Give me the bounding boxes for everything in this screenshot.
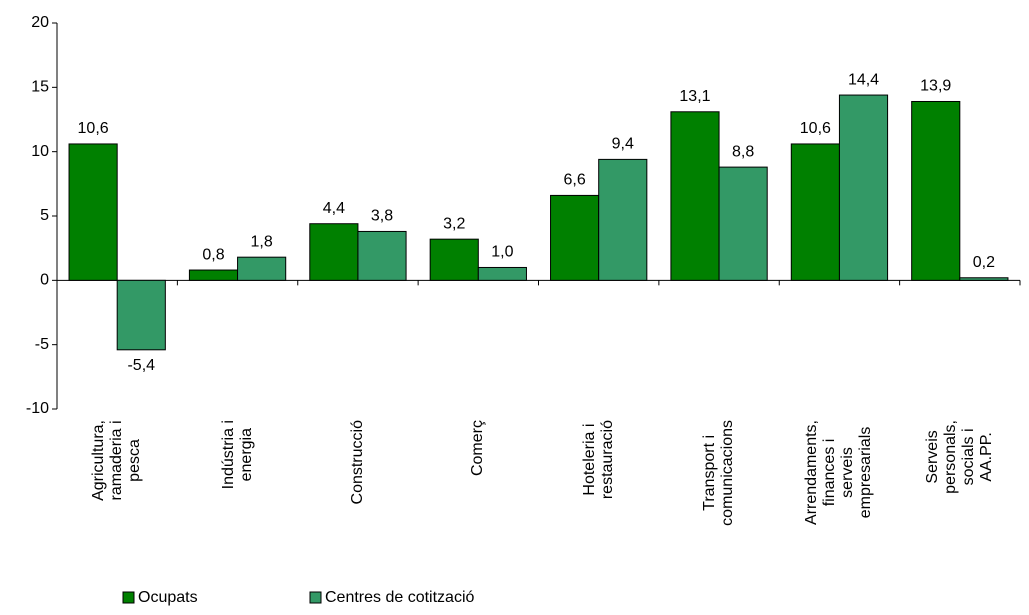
x-tick-label: Comerç — [469, 420, 487, 600]
value-label: 4,4 — [323, 200, 345, 217]
bar — [838, 94, 889, 281]
value-label: 1,0 — [491, 244, 513, 261]
legend-label: Ocupats — [138, 589, 198, 606]
y-tick-label: 15 — [31, 79, 49, 96]
y-tick-label: 10 — [31, 143, 49, 160]
bar — [477, 266, 527, 281]
value-label: -5,4 — [127, 357, 155, 374]
legend-swatch — [122, 591, 135, 604]
bar — [357, 230, 407, 281]
value-label: 1,8 — [251, 233, 273, 250]
value-label: 10,6 — [800, 120, 831, 137]
x-tick-label: Indústria i energia — [220, 420, 256, 600]
x-tick-label: Hoteleria i restauració — [581, 420, 617, 600]
bar — [790, 143, 840, 281]
y-tick-label: -5 — [35, 336, 49, 353]
value-label: 13,9 — [920, 78, 951, 95]
bar — [429, 238, 479, 281]
bar — [598, 158, 648, 281]
x-tick-label: Transport i comunicacions — [701, 420, 737, 600]
value-label: 8,8 — [732, 143, 754, 160]
category-text: Construcció — [348, 420, 366, 505]
bar — [237, 256, 287, 281]
category-text: Indústria i energia — [219, 420, 255, 490]
category-text: Serveis personals, socials i AA.PP. — [923, 420, 995, 494]
value-label: 10,6 — [78, 120, 109, 137]
value-label: 3,8 — [371, 208, 393, 225]
x-tick-label: Arrendaments, finances i serveis empresa… — [803, 420, 875, 600]
y-tick-label: 20 — [31, 14, 49, 31]
value-label: 0,2 — [973, 254, 995, 271]
x-tick-label: Serveis personals, socials i AA.PP. — [924, 420, 996, 600]
legend-label: Centres de cotització — [325, 589, 475, 606]
bar — [188, 269, 239, 281]
bar — [116, 279, 166, 351]
legend-swatch — [309, 591, 322, 604]
y-tick-label: 0 — [40, 272, 49, 289]
value-label: 6,6 — [563, 172, 585, 189]
x-tick-label: Agricultura, ramaderia i pesca — [90, 420, 144, 600]
value-label: 13,1 — [679, 88, 710, 105]
y-tick-label: 5 — [40, 207, 49, 224]
x-tick-label: Construcció — [349, 420, 367, 600]
bar — [718, 166, 768, 281]
bar — [959, 277, 1009, 281]
category-text: Transport i comunicacions — [701, 420, 737, 526]
bar — [550, 194, 600, 281]
bar — [68, 143, 118, 281]
category-text: Arrendaments, finances i serveis empresa… — [803, 420, 875, 525]
category-text: Hoteleria i restauració — [580, 420, 616, 500]
value-label: 9,4 — [612, 136, 634, 153]
category-text: Comerç — [469, 420, 487, 477]
value-label: 3,2 — [443, 215, 465, 232]
category-text: Agricultura, ramaderia i pesca — [90, 420, 144, 501]
bar — [309, 223, 359, 281]
value-label: 0,8 — [202, 246, 224, 263]
bar — [911, 100, 961, 281]
y-tick-label: -10 — [26, 400, 49, 417]
bar — [670, 111, 720, 281]
value-label: 14,4 — [848, 71, 879, 88]
